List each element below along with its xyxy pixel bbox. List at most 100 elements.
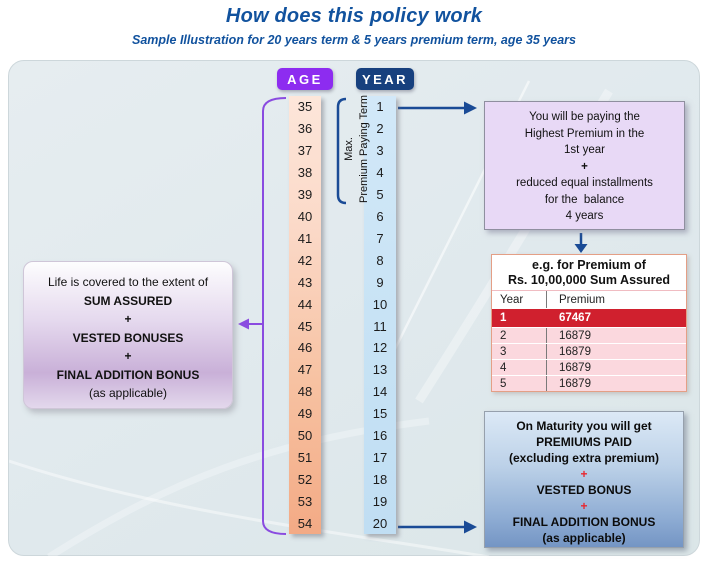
year-cell: 1 [376, 99, 384, 115]
age-cell: 40 [297, 208, 313, 224]
year-cell: 16 [372, 428, 388, 444]
year-cell: 9 [376, 274, 384, 290]
maturity-benefit-box: On Maturity you will get PREMIUMS PAID (ex… [484, 411, 684, 548]
life-cover-box-line: SUM ASSURED [83, 293, 173, 308]
premium-box-line: 4 years [565, 210, 604, 222]
life-cover-box-line: Life is covered to the extent of [47, 275, 209, 289]
life-cover-box-line: + [124, 312, 132, 326]
maturity-box-line: + [580, 499, 588, 513]
max-premium-paying-term-label: Max. Premium Paying Term [342, 89, 374, 209]
age-cell: 48 [297, 384, 313, 400]
maturity-box-line: (excluding extra premium) [508, 451, 660, 465]
maturity-box-line: (as applicable) [542, 531, 626, 545]
age-cell: 53 [297, 493, 313, 509]
age-cell: 37 [297, 143, 313, 159]
premium-box-line: reduced equal installments [516, 177, 653, 189]
page-subtitle: Sample Illustration for 20 years term & … [132, 33, 576, 47]
background-swoosh [9, 459, 490, 557]
premium-box-line: Highest Premium in the [524, 127, 645, 140]
premium-table-year-cell: 5 [492, 376, 547, 391]
age-span-bracket [262, 97, 287, 535]
year-cell: 19 [372, 493, 388, 509]
age-cell: 35 [297, 99, 313, 115]
age-cell: 49 [297, 406, 313, 422]
maturity-box-line: VESTED BONUS [536, 483, 632, 497]
premium-table-premium-cell: 16879 [559, 345, 591, 358]
premium-table-year-header: Year [492, 291, 547, 308]
maturity-box-line: On Maturity you will get [516, 419, 652, 433]
premium-table-title-line1: e.g. for Premium of [532, 258, 646, 272]
premium-table-title-line2: Rs. 10,00,000 Sum Assured [507, 273, 671, 287]
year-cell: 18 [372, 471, 388, 487]
premium-table-column-header: Year Premium [492, 290, 686, 308]
age-cell: 44 [297, 296, 313, 312]
premium-box-line: 1st year [564, 144, 605, 156]
age-cell: 51 [297, 449, 313, 465]
left-box-arrowhead [238, 318, 249, 330]
age-column-header-badge: AGE [277, 68, 333, 90]
year-cell: 14 [372, 384, 388, 400]
life-cover-box: Life is covered to the extent of SUM ASSU… [23, 261, 233, 409]
premium-table-year-cell: 1 [500, 312, 507, 324]
premium-table-title: e.g. for Premium of Rs. 10,00,000 Sum As… [492, 255, 686, 290]
premium-table-row: 4 16879 [492, 359, 686, 375]
age-cell: 45 [297, 318, 313, 334]
premium-table-year-cell: 2 [492, 328, 547, 343]
premium-table-premium-cell: 16879 [559, 361, 591, 374]
maturity-box-line: FINAL ADDITION BONUS [512, 515, 656, 529]
premium-table-year-cell: 4 [492, 360, 547, 375]
premium-table-row: 5 16879 [492, 375, 686, 391]
age-cell: 46 [297, 340, 313, 356]
maturity-box-line: PREMIUMS PAID [536, 435, 632, 449]
maturity-box-line: + [580, 467, 588, 481]
year1-arrowhead [464, 101, 477, 115]
age-cell: 52 [297, 471, 313, 487]
premium-box-line: + [581, 160, 588, 173]
age-column: 35 36 37 38 39 40 41 42 43 44 45 46 47 48 49 50 51 52 53 54 [289, 96, 321, 534]
life-cover-box-line: FINAL ADDITION BONUS [56, 367, 200, 382]
life-cover-box-line: + [124, 349, 132, 363]
premium-table-rows: 1 67467 2 16879 3 16879 4 16879 5 16879 [492, 308, 686, 391]
premium-table-arrowhead [574, 244, 588, 253]
header: How does this policy work Sample Illustr… [0, 0, 708, 47]
premium-explanation-box: You will be paying the Highest Premium in… [484, 101, 685, 230]
year-column-header-badge: YEAR [356, 68, 414, 90]
year-cell: 6 [376, 208, 384, 224]
premium-box-line: for the balance [544, 193, 625, 206]
age-cell: 36 [297, 121, 313, 137]
premium-table-row: 2 16879 [492, 327, 686, 343]
premium-table-premium-cell: 67467 [559, 312, 591, 324]
year-cell: 2 [376, 121, 384, 137]
premium-box-line: You will be paying the [529, 111, 640, 123]
year-cell: 15 [372, 406, 388, 422]
year-cell: 7 [376, 230, 384, 246]
year-cell: 3 [376, 143, 384, 159]
age-cell: 43 [297, 274, 313, 290]
premium-table-row: 1 67467 [492, 308, 686, 327]
year20-arrowhead [464, 520, 477, 534]
year-cell: 11 [373, 318, 387, 334]
age-cell: 39 [297, 187, 313, 203]
year-cell: 13 [372, 362, 388, 378]
year-cell: 12 [372, 340, 388, 356]
age-cell: 54 [297, 515, 313, 531]
premium-table: e.g. for Premium of Rs. 10,00,000 Sum As… [491, 254, 687, 392]
life-cover-box-line: VESTED BONUSES [72, 330, 184, 345]
premium-table-premium-cell: 16879 [559, 377, 591, 390]
diagram-canvas: AGE YEAR 35 36 37 38 39 40 41 42 43 44 45 46 47 48 49 5… [8, 60, 700, 557]
year-column: 1 2 3 4 5 6 7 8 9 10 11 12 13 14 15 16 17 18 19 20 [364, 96, 396, 534]
premium-table-year-cell: 3 [492, 344, 547, 359]
age-cell: 47 [297, 362, 313, 378]
year-cell: 20 [372, 515, 388, 531]
year-cell: 5 [376, 187, 384, 203]
year-cell: 8 [376, 252, 384, 268]
page-title: How does this policy work [225, 5, 483, 27]
age-cell: 42 [297, 252, 313, 268]
year-cell: 4 [376, 165, 384, 181]
premium-table-premium-cell: 16879 [559, 329, 591, 342]
year-cell: 10 [372, 296, 388, 312]
premium-table-premium-header: Premium [559, 293, 606, 306]
max-premium-label-line1: Max. [343, 137, 355, 161]
max-premium-label-line2: Premium Paying Term [358, 95, 370, 203]
